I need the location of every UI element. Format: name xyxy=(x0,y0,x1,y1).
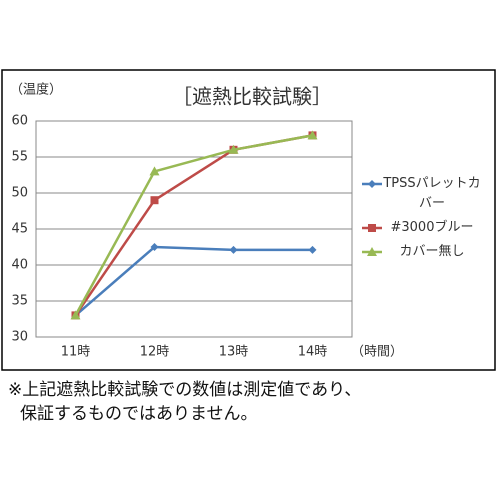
y-tick-label: 50 xyxy=(11,186,28,201)
legend-icon xyxy=(362,247,382,256)
y-tick-label: 30 xyxy=(11,330,28,345)
legend-label: #3000ブルー xyxy=(390,220,474,235)
x-tick-label: 12時 xyxy=(140,345,170,360)
series-line xyxy=(74,134,313,317)
chart: ［遮熱比較試験］ （温度） （時間） 30 35 40 45 50 55 60 11時 12時 1… xyxy=(1,69,496,371)
series-line xyxy=(74,134,313,317)
y-axis-label: （温度） xyxy=(10,82,62,98)
y-tick-label: 40 xyxy=(11,258,28,273)
y-tick-label: 55 xyxy=(11,150,28,165)
x-tick-label: 11時 xyxy=(61,345,91,360)
note-line: ※上記遮熱比較試験での数値は測定値であり、 xyxy=(8,380,362,400)
marker xyxy=(70,310,81,320)
marker xyxy=(307,130,318,140)
x-tick-label: 13時 xyxy=(219,345,249,360)
marker xyxy=(368,180,376,188)
chart-title: ［遮熱比較試験］ xyxy=(172,85,332,109)
marker xyxy=(308,245,317,254)
series-line xyxy=(74,245,313,317)
x-axis-label: （時間） xyxy=(351,345,403,360)
marker xyxy=(368,224,376,232)
note-line: 保証するものではありません。 xyxy=(20,404,258,424)
legend: TPSSパレットカバー #3000ブルー カバー無し xyxy=(362,174,492,266)
legend-icon xyxy=(362,224,382,232)
legend-entry: TPSSパレットカバー xyxy=(362,174,492,214)
marker xyxy=(229,245,238,254)
legend-icon xyxy=(362,180,382,188)
y-tick-label: 35 xyxy=(11,294,28,309)
x-tick-label: 14時 xyxy=(298,345,328,360)
plot-area xyxy=(35,120,353,338)
y-tick-label: 45 xyxy=(11,222,28,237)
legend-entry: #3000ブルー xyxy=(362,218,492,238)
marker xyxy=(150,243,159,251)
legend-label: TPSSパレットカバー xyxy=(383,176,481,211)
legend-label: カバー無し xyxy=(399,244,465,259)
marker xyxy=(367,247,377,256)
marker xyxy=(228,144,239,154)
y-tick-label: 60 xyxy=(11,114,28,129)
legend-entry: カバー無し xyxy=(362,242,492,262)
note: ※上記遮熱比較試験での数値は測定値であり、 保証するものではありません。 xyxy=(8,378,361,426)
marker xyxy=(150,196,159,205)
marker xyxy=(149,166,160,176)
chart-frame xyxy=(1,69,496,371)
